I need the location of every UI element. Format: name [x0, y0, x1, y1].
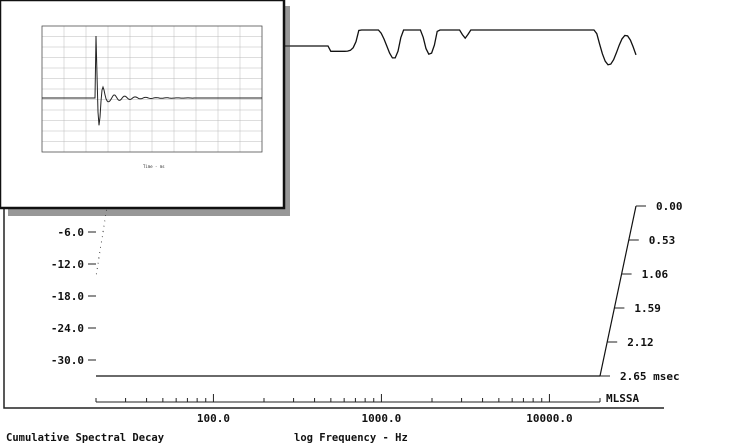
db-axis: -6.0 -12.0 -18.0 -24.0 -30.0	[51, 226, 96, 367]
time-tick-label: 0.00	[656, 200, 683, 213]
inset-grid	[41, 25, 263, 153]
chart-title: Cumulative Spectral Decay	[6, 432, 165, 444]
inset-frame	[0, 0, 286, 210]
inset-plot: Time - ms	[0, 0, 290, 216]
frequency-axis: 100.0 1000.0 10000.0	[95, 394, 601, 425]
db-tick-label: -30.0	[51, 354, 84, 367]
time-tick-label: 2.12	[627, 336, 654, 349]
inset-plot-area	[41, 25, 263, 153]
frequency-tick-label: 10000.0	[526, 412, 572, 425]
db-tick-label: -24.0	[51, 322, 84, 335]
time-tick-label: 2.65 msec	[620, 370, 680, 383]
frequency-tick-label: 100.0	[197, 412, 230, 425]
x-axis-label: log Frequency - Hz	[294, 432, 408, 444]
time-tick-label: 1.06	[642, 268, 669, 281]
db-tick-label: -12.0	[51, 258, 84, 271]
brand-label: MLSSA	[606, 392, 639, 405]
time-tick-label: 0.53	[649, 234, 676, 247]
time-axis: 0.00 0.53 1.06 1.59 2.12 2.65 msec	[600, 200, 683, 383]
db-tick-label: -6.0	[58, 226, 85, 239]
impulse-response-trace	[42, 35, 262, 126]
time-tick-label: 1.59	[634, 302, 661, 315]
db-tick-label: -18.0	[51, 290, 84, 303]
inset-x-label: Time - ms	[143, 164, 165, 169]
frequency-tick-label: 1000.0	[362, 412, 402, 425]
time-axis-line	[599, 205, 637, 377]
